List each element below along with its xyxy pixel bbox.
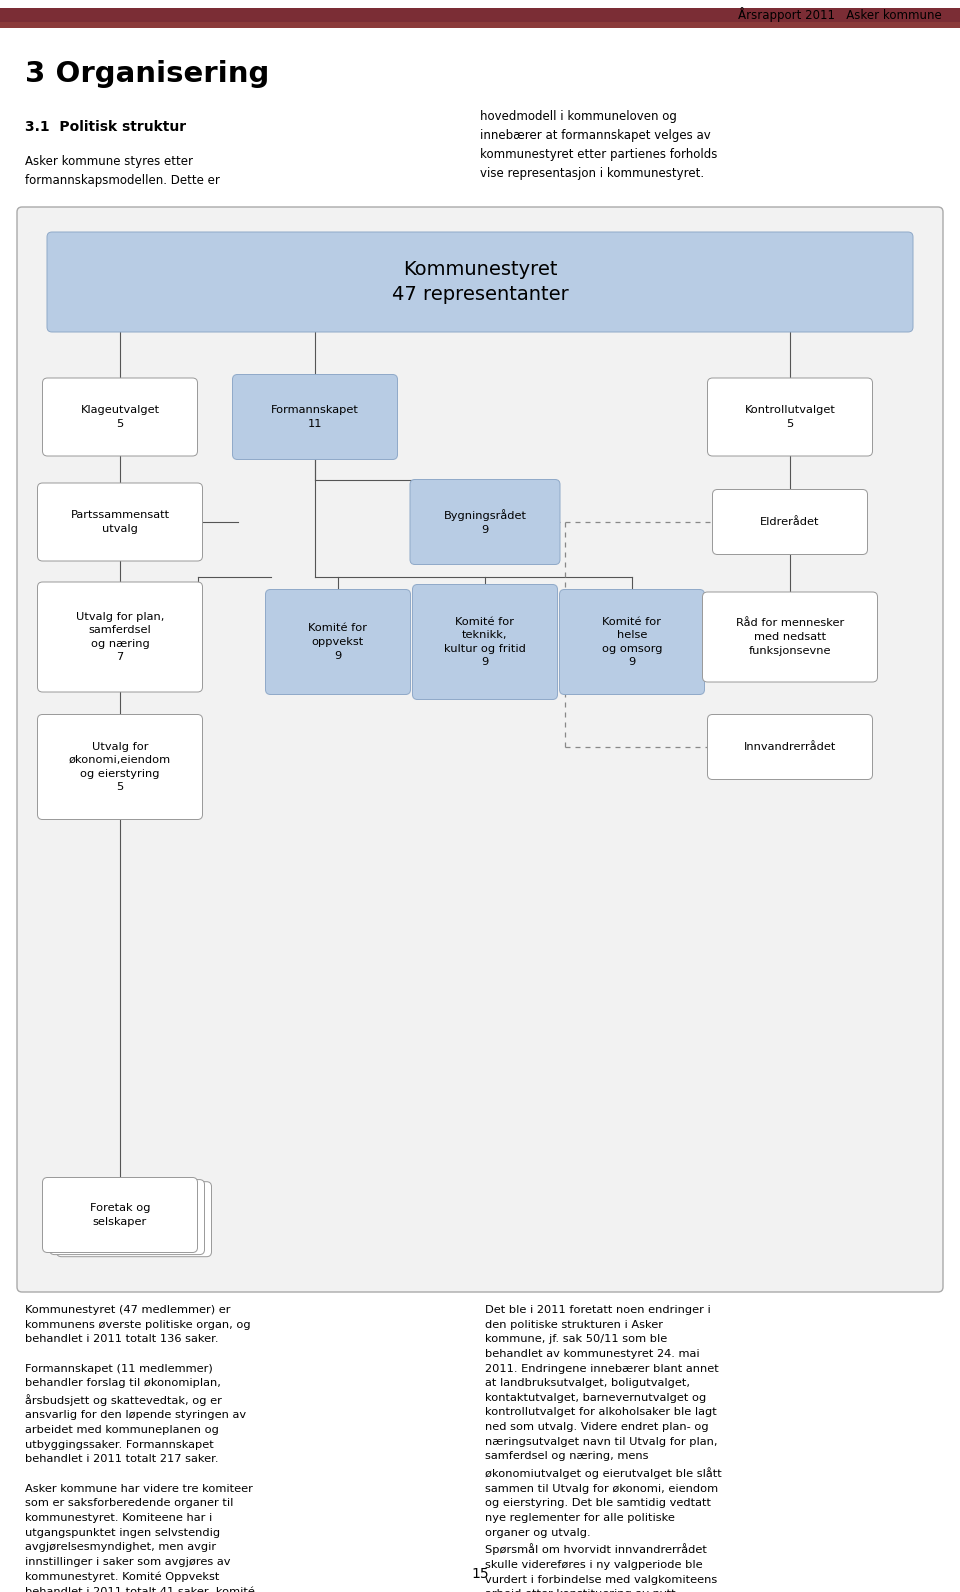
FancyBboxPatch shape xyxy=(413,584,558,699)
Text: Innvandrerrådet: Innvandrerrådet xyxy=(744,742,836,751)
Text: Det ble i 2011 foretatt noen endringer i
den politiske strukturen i Asker
kommun: Det ble i 2011 foretatt noen endringer i… xyxy=(485,1305,722,1592)
FancyBboxPatch shape xyxy=(266,589,411,694)
FancyBboxPatch shape xyxy=(712,489,868,554)
Text: Eldrerådet: Eldrerådet xyxy=(760,517,820,527)
FancyBboxPatch shape xyxy=(17,207,943,1293)
FancyBboxPatch shape xyxy=(37,583,203,693)
FancyBboxPatch shape xyxy=(37,482,203,560)
Text: Klageutvalget
5: Klageutvalget 5 xyxy=(81,406,159,428)
Text: Utvalg for plan,
samferdsel
og næring
7: Utvalg for plan, samferdsel og næring 7 xyxy=(76,611,164,662)
FancyBboxPatch shape xyxy=(47,232,913,333)
Text: Kommunestyret (47 medlemmer) er
kommunens øverste politiske organ, og
behandlet : Kommunestyret (47 medlemmer) er kommunen… xyxy=(25,1305,259,1592)
Text: Komité for
teknikk,
kultur og fritid
9: Komité for teknikk, kultur og fritid 9 xyxy=(444,616,526,667)
FancyBboxPatch shape xyxy=(42,1178,198,1253)
Bar xyxy=(0,22,960,27)
FancyBboxPatch shape xyxy=(703,592,877,681)
Text: Råd for mennesker
med nedsatt
funksjonsevne: Råd for mennesker med nedsatt funksjonse… xyxy=(736,618,844,656)
Text: Formannskapet
11: Formannskapet 11 xyxy=(271,406,359,428)
Text: Komité for
helse
og omsorg
9: Komité for helse og omsorg 9 xyxy=(602,616,662,667)
Text: 3 Organisering: 3 Organisering xyxy=(25,60,270,88)
Bar xyxy=(0,8,960,22)
Text: 3.1  Politisk struktur: 3.1 Politisk struktur xyxy=(25,119,186,134)
FancyBboxPatch shape xyxy=(50,1180,204,1254)
Text: Utvalg for
økonomi,eiendom
og eierstyring
5: Utvalg for økonomi,eiendom og eierstyrin… xyxy=(69,742,171,793)
FancyBboxPatch shape xyxy=(232,374,397,460)
Text: Bygningsrådet
9: Bygningsrådet 9 xyxy=(444,509,526,535)
Text: Komité for
oppvekst
9: Komité for oppvekst 9 xyxy=(308,624,368,661)
FancyBboxPatch shape xyxy=(42,377,198,455)
FancyBboxPatch shape xyxy=(708,715,873,780)
Text: Kommunestyret
47 representanter: Kommunestyret 47 representanter xyxy=(392,259,568,304)
FancyBboxPatch shape xyxy=(708,377,873,455)
Text: Årsrapport 2011   Asker kommune: Årsrapport 2011 Asker kommune xyxy=(738,8,942,22)
Text: Foretak og
selskaper: Foretak og selskaper xyxy=(89,1204,151,1227)
FancyBboxPatch shape xyxy=(560,589,705,694)
Text: Kontrollutvalget
5: Kontrollutvalget 5 xyxy=(745,406,835,428)
Text: Partssammensatt
utvalg: Partssammensatt utvalg xyxy=(70,509,170,533)
Text: Asker kommune styres etter
formannskapsmodellen. Dette er: Asker kommune styres etter formannskapsm… xyxy=(25,154,220,186)
FancyBboxPatch shape xyxy=(57,1181,211,1256)
FancyBboxPatch shape xyxy=(37,715,203,820)
Text: 15: 15 xyxy=(471,1567,489,1581)
FancyBboxPatch shape xyxy=(410,479,560,565)
Text: hovedmodell i kommuneloven og
innebærer at formannskapet velges av
kommunestyret: hovedmodell i kommuneloven og innebærer … xyxy=(480,110,717,180)
